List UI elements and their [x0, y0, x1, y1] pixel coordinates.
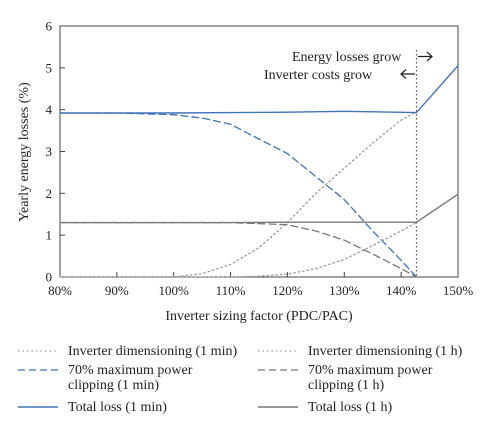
y-axis-title: Yearly energy losses (%): [17, 82, 32, 222]
y-tick-label: 5: [46, 60, 53, 75]
line-chart: 80% 90% 100% 110% 120% 130% 140% 150% 0 1 2 3 4 5 6 En…: [17, 19, 474, 325]
legend-label: Inverter dimensioning (1 min): [68, 344, 238, 359]
x-tick-label: 150%: [443, 283, 474, 298]
y-tick-label: 4: [46, 102, 53, 117]
x-tick-label: 140%: [386, 283, 417, 298]
y-tick-label: 3: [46, 144, 53, 159]
series-line-total-loss-1-h: [59, 193, 459, 224]
inverter-costs-annotation: Inverter costs grow: [264, 68, 373, 83]
x-tick-label: 80%: [48, 283, 72, 298]
legend-swatch: [18, 350, 58, 352]
y-tick-label: 2: [46, 186, 53, 201]
y-tick-label: 6: [46, 19, 53, 34]
y-tick-label: 1: [46, 228, 53, 243]
left-arrow-icon: [400, 69, 415, 79]
legend-item: Inverter dimensioning (1 min): [16, 344, 237, 364]
legend-item: 70% maximum power clipping (1 h): [256, 363, 478, 393]
series-group: [59, 65, 459, 278]
legend-item: Inverter dimensioning (1 h): [256, 344, 462, 364]
series-line-70-maximum-power-clipping-1-h: [59, 221, 418, 278]
series-line-total-loss-1-min: [59, 65, 459, 114]
legend-item: Total loss (1 h): [256, 400, 392, 420]
x-tick-label: 100%: [159, 283, 190, 298]
legend-swatch: [18, 406, 58, 408]
legend-swatch: [258, 406, 298, 408]
series-line-inverter-dimensioning-1-h: [59, 221, 418, 278]
legend-item: 70% maximum power clipping (1 min): [16, 363, 238, 393]
y-tick-label: 0: [46, 270, 53, 285]
x-axis-title: Inverter sizing factor (PDC/PAC): [165, 309, 353, 324]
x-tick-label: 130%: [329, 283, 360, 298]
legend-item: Total loss (1 min): [16, 400, 167, 420]
x-tick-label: 120%: [272, 283, 303, 298]
axis-ticks: 80% 90% 100% 110% 120% 130% 140% 150% 0 1 2 3 4 5 6: [46, 19, 474, 299]
legend-swatch: [258, 350, 298, 352]
legend-label: 70% maximum power clipping (1 min): [68, 363, 193, 393]
legend-swatch: [18, 369, 58, 371]
series-line-inverter-dimensioning-1-min: [59, 111, 418, 278]
series-line-70-maximum-power-clipping-1-min: [59, 112, 418, 278]
legend-label: Total loss (1 min): [68, 400, 167, 415]
legend-swatch: [258, 369, 298, 371]
legend: Inverter dimensioning (1 min) Inverter d…: [0, 338, 500, 430]
x-tick-label: 110%: [216, 283, 246, 298]
legend-label: 70% maximum power clipping (1 h): [308, 363, 433, 393]
legend-label: Inverter dimensioning (1 h): [308, 344, 463, 359]
right-arrow-icon: [418, 51, 433, 62]
legend-label: Total loss (1 h): [308, 400, 393, 415]
x-tick-label: 90%: [105, 283, 129, 298]
energy-losses-annotation: Energy losses grow: [292, 50, 402, 65]
